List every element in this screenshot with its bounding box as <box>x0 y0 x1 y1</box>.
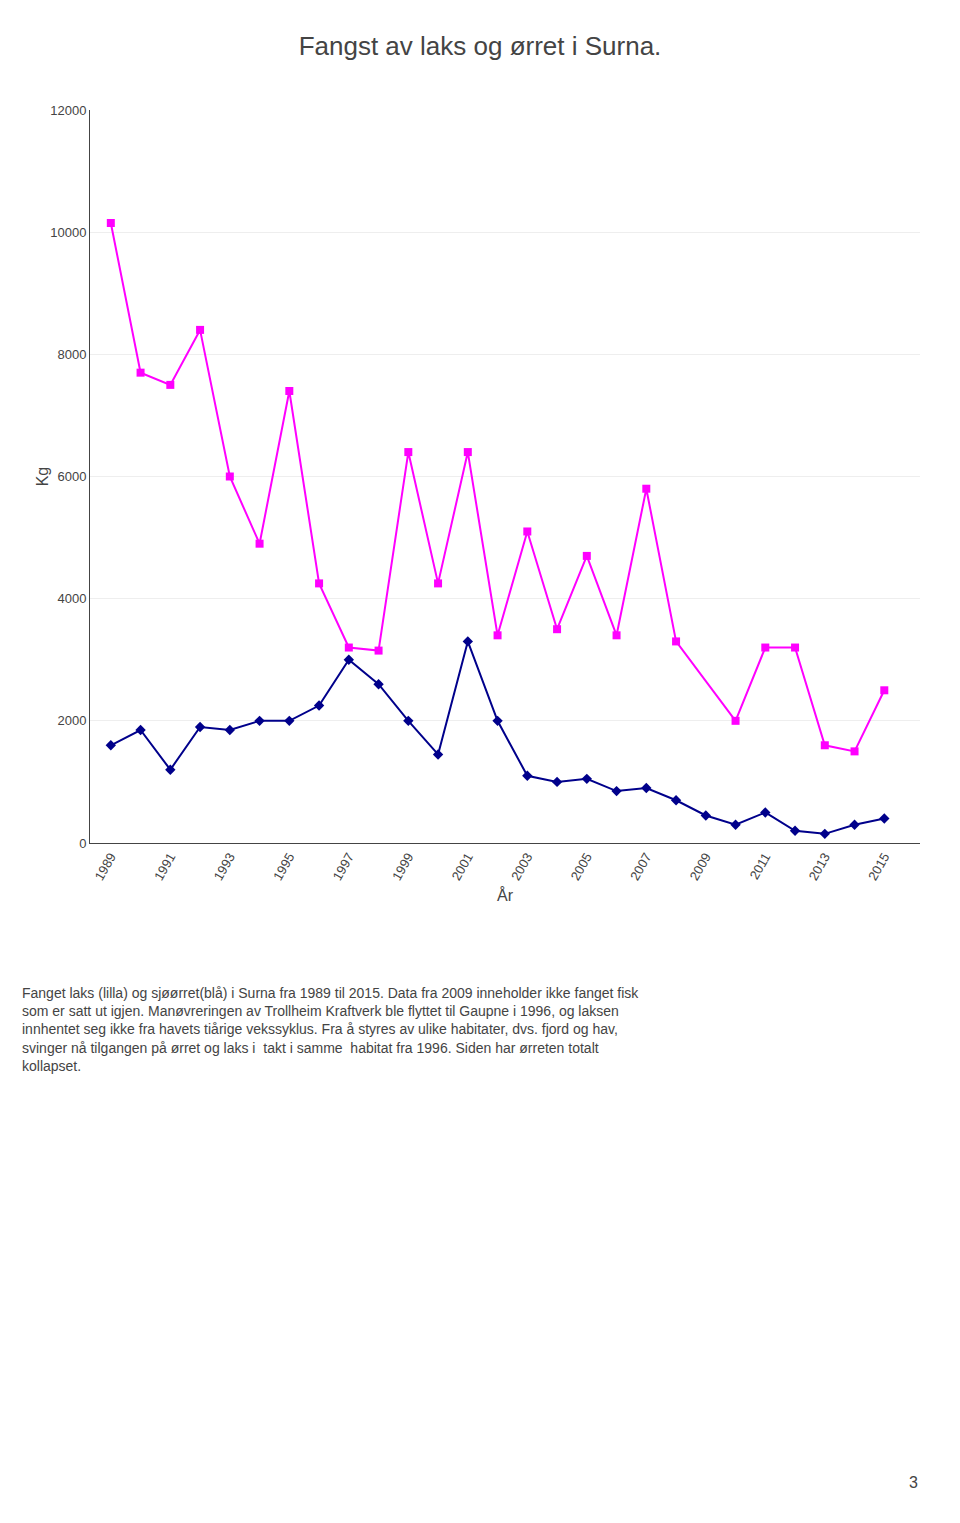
svg-text:Fangst av laks og ørret i Surn: Fangst av laks og ørret i Surna. <box>299 31 662 61</box>
svg-text:12000: 12000 <box>50 103 86 118</box>
svg-text:2013: 2013 <box>806 850 833 883</box>
svg-text:1995: 1995 <box>270 850 297 883</box>
svg-text:1993: 1993 <box>211 850 238 883</box>
svg-text:2003: 2003 <box>508 850 535 883</box>
svg-text:1997: 1997 <box>330 850 357 883</box>
svg-text:0: 0 <box>79 836 86 851</box>
svg-text:2007: 2007 <box>627 850 654 883</box>
svg-text:2000: 2000 <box>57 713 86 728</box>
svg-text:2001: 2001 <box>449 850 476 883</box>
svg-text:10000: 10000 <box>50 225 86 240</box>
svg-text:1999: 1999 <box>389 850 416 883</box>
svg-text:1991: 1991 <box>151 850 178 883</box>
svg-text:8000: 8000 <box>57 347 86 362</box>
svg-text:2009: 2009 <box>687 850 714 883</box>
svg-text:4000: 4000 <box>57 591 86 606</box>
svg-text:2005: 2005 <box>568 850 595 883</box>
svg-text:2015: 2015 <box>865 850 892 883</box>
svg-text:6000: 6000 <box>57 469 86 484</box>
svg-text:Kg: Kg <box>34 467 51 487</box>
svg-text:Fanget laks (lilla) og sjøørre: Fanget laks (lilla) og sjøørret(blå) i S… <box>22 985 639 1074</box>
svg-text:År: År <box>497 886 514 904</box>
svg-text:3: 3 <box>909 1474 918 1491</box>
svg-text:1989: 1989 <box>92 850 119 883</box>
svg-text:2011: 2011 <box>747 850 774 882</box>
